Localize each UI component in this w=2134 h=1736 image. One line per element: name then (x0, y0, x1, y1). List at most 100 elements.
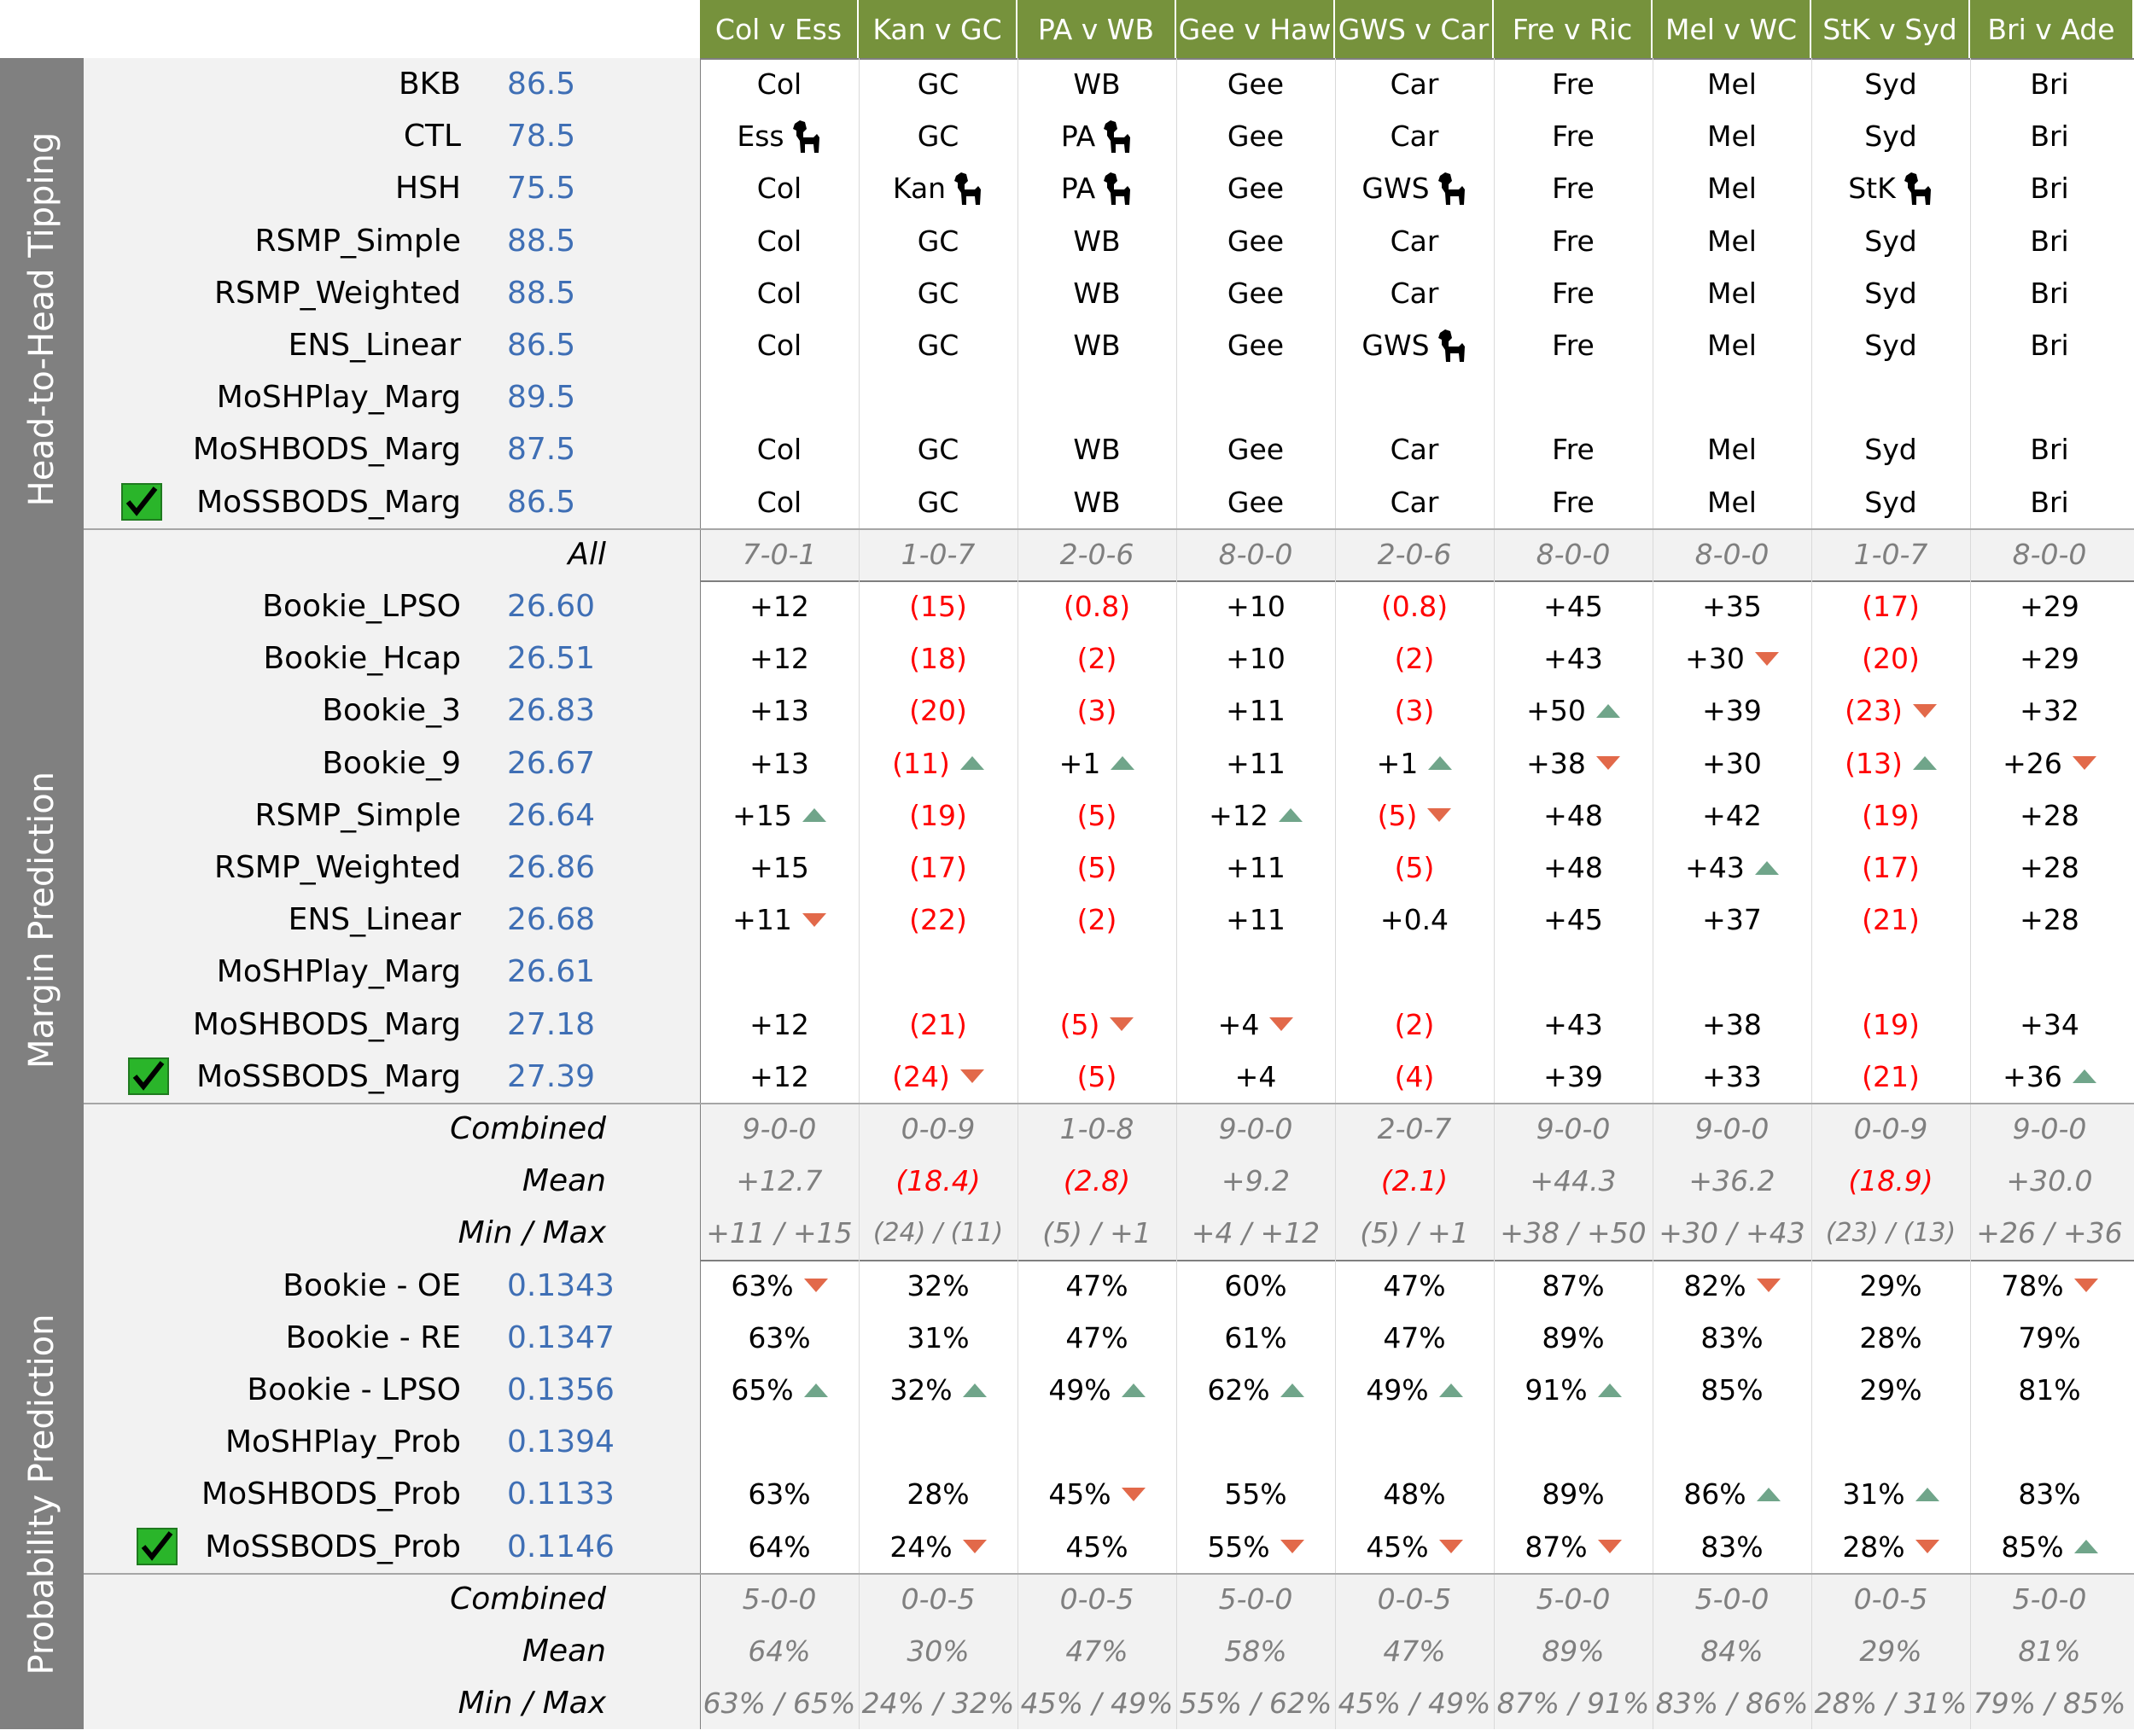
underdog-icon (1102, 119, 1133, 154)
prediction-cell: Gee (1176, 319, 1335, 371)
triangle-down-icon (1597, 1540, 1622, 1554)
prediction-value: WB (1073, 67, 1121, 102)
predictor-name: CTL (403, 119, 461, 154)
triangle-down-icon (1595, 756, 1620, 771)
prediction-cell: +48 (1494, 789, 1653, 842)
predictor-score: 26.60 (507, 589, 596, 625)
prediction-cell: Bri (1970, 215, 2129, 267)
column-divider (1494, 1259, 1495, 1730)
game-header: GWS v Car (1335, 0, 1494, 58)
check-icon (128, 1057, 169, 1095)
summary-panel (84, 527, 2134, 580)
prediction-cell: (23) (1811, 684, 1970, 737)
prediction-cell: (19) (1811, 789, 1970, 842)
prediction-cell: 78% (1970, 1260, 2129, 1312)
prediction-cell (1017, 1416, 1176, 1468)
triangle-up-icon (803, 1383, 828, 1397)
prediction-value: 47% (1383, 1320, 1446, 1354)
prediction-cell: 83% (1970, 1468, 2129, 1520)
prediction-value: 91% (1525, 1373, 1588, 1407)
prediction-cell: +26 (1970, 737, 2129, 789)
summary-value: 55% / 62% (1179, 1686, 1332, 1721)
predictor-name: Bookie_LPSO (262, 589, 461, 625)
section-label: Probability Prediction (22, 1314, 61, 1675)
section-divider (0, 580, 2134, 582)
prediction-cell: GC (859, 215, 1017, 267)
prediction-value: Mel (1707, 276, 1757, 310)
prediction-cell: +43 (1494, 999, 1653, 1051)
triangle-up-icon (1121, 1383, 1146, 1397)
prediction-value: 28% (907, 1477, 970, 1512)
prediction-cell: WB (1017, 58, 1176, 110)
prediction-cell: +29 (1970, 632, 2129, 684)
summary-value: 63% / 65% (703, 1686, 856, 1721)
summary-panel (84, 1103, 2134, 1260)
prediction-value: (17) (1862, 590, 1920, 624)
prediction-cell: (19) (859, 789, 1017, 842)
prediction-cell: 87% (1494, 1260, 1653, 1312)
check-icon (137, 1527, 178, 1565)
prediction-value: 83% (1700, 1320, 1764, 1354)
prediction-cell: +42 (1653, 789, 1811, 842)
column-divider (1494, 58, 1495, 580)
prediction-value: Fre (1552, 119, 1595, 154)
summary-divider (84, 1572, 2134, 1575)
prediction-cell: Col (700, 162, 859, 214)
prediction-cell: Syd (1811, 423, 1970, 475)
prediction-cell: +45 (1494, 894, 1653, 946)
column-divider (700, 58, 701, 580)
prediction-cell: +0.4 (1335, 894, 1494, 946)
triangle-up-icon (1111, 756, 1135, 771)
triangle-up-icon (1595, 703, 1620, 718)
triangle-up-icon (2073, 1540, 2098, 1554)
prediction-value: Syd (1864, 119, 1917, 154)
prediction-value: Mel (1707, 485, 1757, 519)
prediction-value: Gee (1227, 119, 1285, 154)
column-divider (1811, 58, 1812, 580)
predictor-name: ENS_Linear (288, 328, 461, 364)
summary-value: 24% / 32% (861, 1686, 1015, 1721)
summary-label: Mean (522, 1634, 606, 1669)
prediction-cell: 83% (1653, 1312, 1811, 1364)
prediction-cell: Syd (1811, 476, 1970, 528)
prediction-value: +30 (1702, 746, 1762, 780)
summary-divider (84, 1103, 2134, 1104)
prediction-cell (1494, 371, 1653, 423)
prediction-value: (19) (909, 798, 967, 832)
prediction-cell: +28 (1970, 894, 2129, 946)
predictor-score: 27.18 (507, 1006, 596, 1042)
prediction-value: Bri (2030, 67, 2069, 102)
prediction-value: +38 (1526, 746, 1586, 780)
summary-value: +44.3 (1530, 1164, 1617, 1198)
prediction-value: +37 (1702, 903, 1762, 937)
prediction-cell: (13) (1811, 737, 1970, 789)
predictor-score: 0.1343 (507, 1267, 615, 1303)
summary-value: +30.0 (2006, 1164, 2093, 1198)
prediction-value: +1 (1058, 746, 1101, 780)
prediction-value: (21) (1862, 903, 1920, 937)
triangle-down-icon (1912, 703, 1937, 718)
triangle-up-icon (802, 808, 826, 823)
prediction-cell: Mel (1653, 267, 1811, 319)
prediction-value: +13 (749, 746, 809, 780)
prediction-value: 89% (1542, 1477, 1605, 1512)
prediction-cell (1811, 371, 1970, 423)
prediction-value: Col (756, 67, 802, 102)
prediction-cell: Col (700, 215, 859, 267)
triangle-down-icon (2073, 1279, 2098, 1293)
prediction-value: 87% (1542, 1268, 1605, 1302)
prediction-cell: Fre (1494, 58, 1653, 110)
prediction-cell: Gee (1176, 110, 1335, 162)
prediction-cell: (21) (1811, 1051, 1970, 1103)
prediction-value: Gee (1227, 433, 1285, 467)
prediction-value: PA (1060, 119, 1096, 154)
prediction-value: Car (1390, 224, 1439, 258)
prediction-value: WB (1073, 224, 1121, 258)
predictor-panel (84, 58, 700, 528)
summary-value: 47% (1065, 1634, 1128, 1669)
summary-value: 29% (1859, 1634, 1922, 1669)
prediction-cell: Syd (1811, 110, 1970, 162)
prediction-cell: Mel (1653, 423, 1811, 475)
prediction-cell: GWS (1335, 319, 1494, 371)
summary-value: 5-0-0 (1218, 1582, 1293, 1616)
